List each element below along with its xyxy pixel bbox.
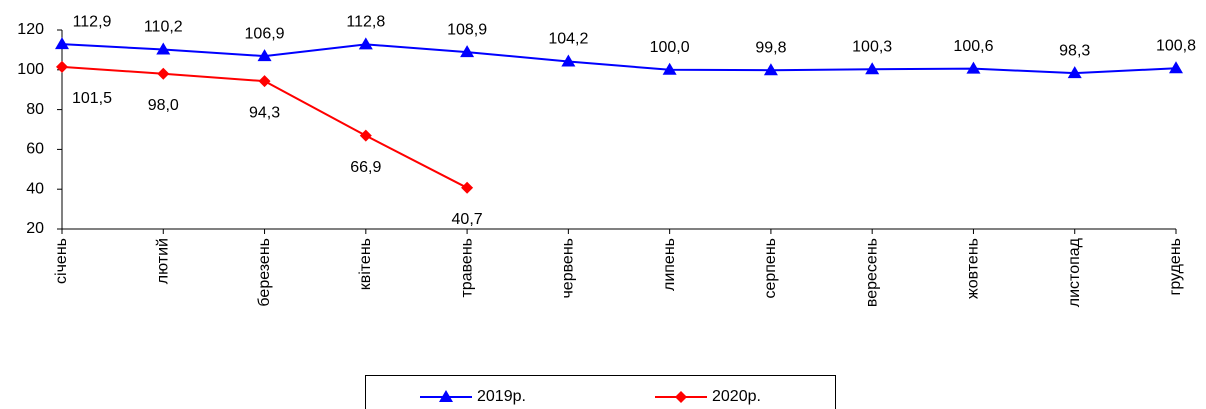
x-tick-label: жовтень: [965, 238, 982, 299]
value-label: 94,3: [249, 104, 280, 121]
legend-label: 2019р.: [477, 388, 526, 405]
legend-box: [365, 375, 836, 409]
marker: [763, 63, 778, 76]
value-label: 110,2: [144, 19, 183, 36]
marker: [561, 54, 576, 67]
y-tick-label: 40: [26, 180, 44, 197]
series-line: [61, 43, 1177, 75]
x-tick-label: січень: [53, 238, 70, 284]
value-label: 100,8: [1156, 37, 1196, 54]
marker: [56, 60, 68, 73]
value-label: 104,2: [548, 31, 588, 48]
marker: [865, 62, 880, 75]
value-label: 100,6: [953, 38, 993, 55]
value-label: 100,3: [852, 38, 892, 55]
value-label: 112,8: [346, 14, 385, 31]
value-label: 100,0: [650, 39, 690, 56]
value-label: 66,9: [350, 159, 381, 176]
value-label: 112,9: [73, 13, 112, 30]
marker: [258, 75, 271, 88]
x-tick-label: березень: [256, 238, 273, 307]
x-tick-label: серпень: [762, 238, 779, 299]
y-tick-label: 100: [17, 61, 44, 78]
x-tick-label: квітень: [357, 238, 374, 290]
value-label: 106,9: [245, 25, 285, 42]
y-tick-label: 80: [26, 101, 44, 118]
x-tick-label: вересень: [863, 238, 880, 307]
value-label: 98,3: [1059, 42, 1090, 59]
value-label: 108,9: [447, 21, 487, 38]
legend-label: 2020р.: [712, 388, 761, 405]
value-label: 40,7: [452, 211, 483, 228]
marker: [257, 49, 272, 62]
value-label: 98,0: [148, 97, 179, 114]
x-tick-label: червень: [560, 238, 577, 299]
marker: [966, 61, 981, 74]
marker: [461, 181, 474, 194]
marker: [157, 67, 170, 80]
marker: [460, 45, 475, 58]
marker: [439, 390, 453, 402]
x-tick-label: листопад: [1066, 237, 1083, 307]
marker: [55, 37, 69, 50]
y-tick-label: 120: [17, 21, 44, 38]
x-tick-label: травень: [458, 238, 475, 298]
value-label: 101,5: [72, 90, 112, 107]
y-tick-label: 20: [26, 220, 44, 237]
marker: [1169, 61, 1183, 74]
marker: [156, 42, 171, 55]
marker: [359, 129, 372, 142]
y-tick-label: 60: [26, 141, 44, 158]
x-tick-label: липень: [661, 238, 678, 291]
x-tick-label: грудень: [1167, 238, 1184, 295]
x-tick-label: лютий: [154, 238, 171, 284]
marker: [358, 37, 373, 50]
value-label: 99,8: [755, 39, 786, 56]
marker: [675, 391, 687, 403]
marker: [662, 62, 677, 75]
marker: [1067, 66, 1082, 79]
